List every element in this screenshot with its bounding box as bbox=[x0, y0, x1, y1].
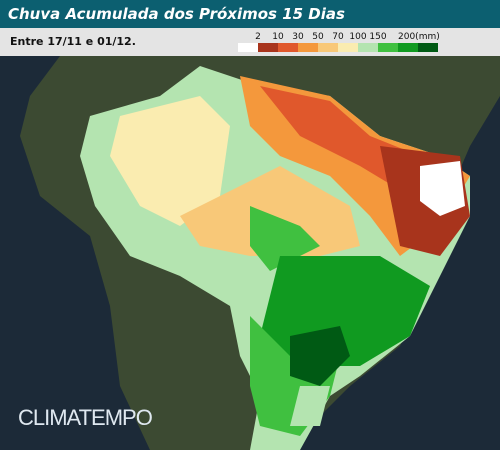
legend-label: 200(mm) bbox=[398, 32, 440, 42]
legend-label: 150 bbox=[369, 32, 386, 42]
legend-label: 70 bbox=[332, 32, 344, 42]
legend-label: 10 bbox=[272, 32, 284, 42]
legend-swatch bbox=[258, 43, 278, 52]
legend-swatch bbox=[378, 43, 398, 52]
legend-swatch bbox=[238, 43, 258, 52]
legend-swatch bbox=[278, 43, 298, 52]
legend-label: 30 bbox=[292, 32, 304, 42]
legend-label: 2 bbox=[255, 32, 261, 42]
watermark: CLIMATEMPO bbox=[18, 405, 153, 430]
legend-swatch bbox=[398, 43, 418, 52]
legend-swatch bbox=[298, 43, 318, 52]
legend: 2 10 30 50 70 100 150 200(mm) bbox=[238, 32, 440, 52]
subheader: Entre 17/11 e 01/12. 2 10 30 50 70 100 150 200(… bbox=[0, 28, 500, 56]
legend-swatch bbox=[418, 43, 438, 52]
legend-label: 100 bbox=[349, 32, 366, 42]
map bbox=[0, 56, 500, 450]
legend-label: 50 bbox=[312, 32, 324, 42]
legend-swatch bbox=[318, 43, 338, 52]
title: Chuva Acumulada dos Próximos 15 Dias bbox=[0, 0, 500, 28]
legend-swatch bbox=[338, 43, 358, 52]
legend-swatch bbox=[358, 43, 378, 52]
period: Entre 17/11 e 01/12. bbox=[10, 35, 136, 48]
